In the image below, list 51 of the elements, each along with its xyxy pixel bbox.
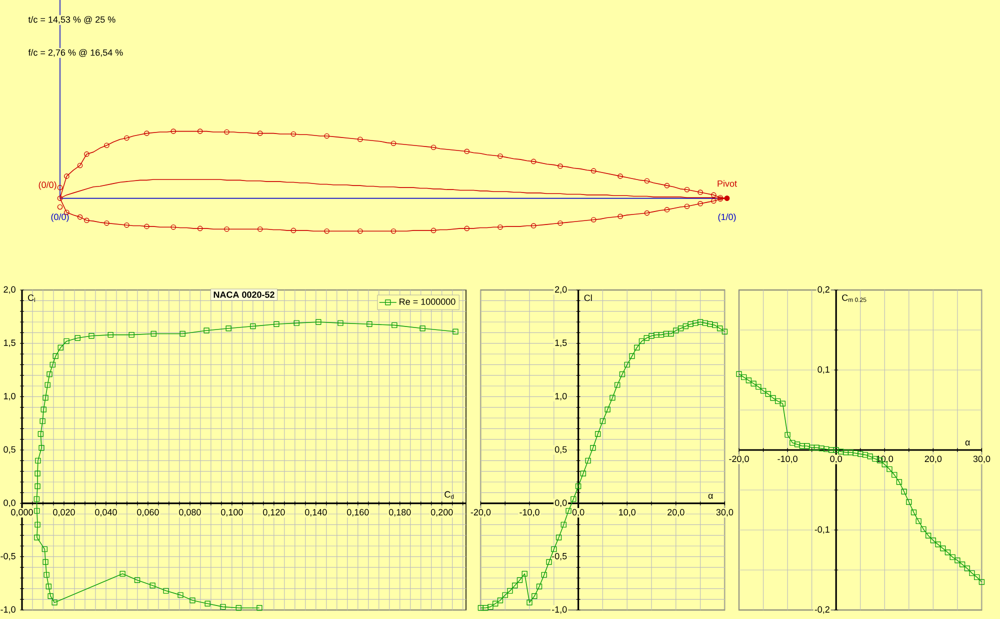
- text: (0/0): [38, 181, 56, 190]
- x-tick-label: 0,120: [263, 509, 285, 516]
- y-tick-label: 1,0: [4, 392, 16, 400]
- y-tick-label: 0,0: [4, 500, 16, 508]
- y-tick-label: 1,0: [555, 392, 567, 400]
- text: t/c = 14,53 % @ 25 %: [28, 16, 116, 24]
- y-tick-label: 1,5: [4, 340, 16, 347]
- x-tick-label: 0,080: [179, 509, 201, 516]
- y-tick-label: 1,5: [555, 340, 567, 347]
- x-tick-label: -10,0: [778, 456, 798, 464]
- x-axis-title: α: [708, 494, 713, 499]
- y-tick-label: -1,0: [0, 606, 16, 614]
- x-tick-label: 0,180: [388, 509, 411, 516]
- y-tick-label: 2,0: [4, 286, 16, 294]
- y-axis-title: C$_{m 0.25}$: [842, 294, 866, 302]
- x-tick-label: 0,200: [430, 509, 453, 516]
- x-tick-label: 0,0: [572, 509, 584, 516]
- y-tick-label: -0,5: [0, 552, 16, 560]
- x-tick-label: 30,0: [716, 509, 734, 516]
- y-tick-label: -0,2: [814, 606, 830, 614]
- y-tick-label: 0,2: [818, 286, 830, 294]
- y-tick-label: 0,5: [554, 446, 567, 454]
- x-axis-title: α: [965, 440, 970, 446]
- y-tick-label: 0,5: [4, 446, 16, 454]
- x-tick-label: -20,0: [470, 509, 491, 516]
- x-tick-label: 30,0: [973, 456, 990, 464]
- y-tick-label: -0,5: [552, 552, 567, 560]
- x-axis-title: C$_{d}$: [444, 491, 454, 499]
- x-tick-label: 0,100: [221, 509, 243, 516]
- legend-label: Re = 1000000: [400, 298, 456, 305]
- y-tick-label: 0,0: [554, 500, 567, 508]
- x-tick-label: 10,0: [619, 509, 636, 516]
- x-tick-label: 20,0: [924, 456, 942, 464]
- y-axis-title: C$_{l}$: [28, 294, 35, 302]
- x-tick-label: 0,0: [830, 456, 842, 464]
- x-tick-label: 0,140: [304, 509, 327, 516]
- y-tick-label: -1,0: [552, 606, 567, 614]
- x-tick-label: 0,040: [95, 509, 117, 516]
- chart-title: NACA 0020-52: [214, 291, 274, 298]
- x-tick-label: 0,060: [137, 509, 159, 516]
- x-tick-label: -20,0: [729, 456, 749, 464]
- x-tick-label: -10,0: [520, 509, 540, 516]
- y-tick-label: -0,1: [814, 526, 830, 534]
- x-tick-label: 0,000: [11, 509, 33, 516]
- x-tick-label: 0,160: [346, 509, 369, 516]
- y-tick-label: 2,0: [555, 286, 567, 294]
- y-axis-title: Cl: [584, 294, 592, 302]
- x-tick-label: 20,0: [668, 509, 684, 516]
- y-tick-label: 0,1: [818, 366, 830, 374]
- x-tick-label: 0,020: [53, 509, 75, 516]
- text: f/c = 2,76 % @ 16,54 %: [28, 49, 123, 57]
